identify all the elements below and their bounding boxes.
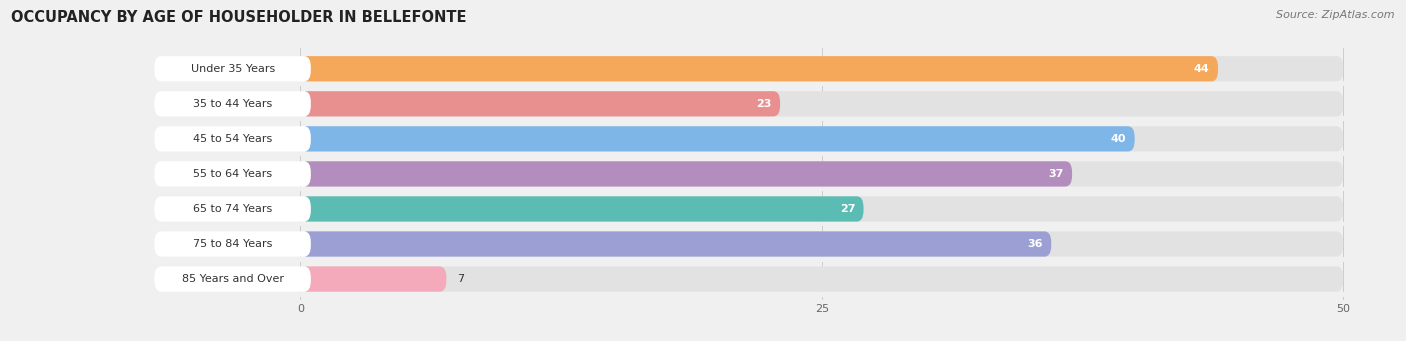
Text: Under 35 Years: Under 35 Years (190, 64, 274, 74)
Bar (134, 292, 1385, 297)
Text: Source: ZipAtlas.com: Source: ZipAtlas.com (1277, 10, 1395, 20)
Bar (134, 151, 1385, 157)
Text: 35 to 44 Years: 35 to 44 Years (193, 99, 273, 109)
Text: 45 to 54 Years: 45 to 54 Years (193, 134, 273, 144)
FancyBboxPatch shape (301, 232, 1052, 257)
Text: 7: 7 (457, 274, 464, 284)
Text: 27: 27 (839, 204, 855, 214)
FancyBboxPatch shape (301, 266, 1343, 292)
Text: 37: 37 (1049, 169, 1064, 179)
Text: 55 to 64 Years: 55 to 64 Years (193, 169, 273, 179)
FancyBboxPatch shape (301, 196, 1343, 222)
FancyBboxPatch shape (155, 196, 311, 222)
Text: 40: 40 (1111, 134, 1126, 144)
Text: 65 to 74 Years: 65 to 74 Years (193, 204, 273, 214)
Bar (134, 187, 1385, 191)
FancyBboxPatch shape (155, 126, 311, 151)
FancyBboxPatch shape (301, 196, 863, 222)
Bar (134, 116, 1385, 121)
FancyBboxPatch shape (301, 56, 1343, 81)
FancyBboxPatch shape (301, 161, 1073, 187)
Bar (134, 81, 1385, 86)
FancyBboxPatch shape (301, 91, 780, 116)
FancyBboxPatch shape (301, 91, 1343, 116)
FancyBboxPatch shape (301, 161, 1343, 187)
FancyBboxPatch shape (301, 232, 1343, 257)
FancyBboxPatch shape (301, 126, 1135, 151)
FancyBboxPatch shape (155, 232, 311, 257)
FancyBboxPatch shape (155, 161, 311, 187)
Bar (134, 222, 1385, 226)
Text: 36: 36 (1028, 239, 1043, 249)
Bar (134, 257, 1385, 262)
FancyBboxPatch shape (301, 266, 447, 292)
FancyBboxPatch shape (301, 126, 1343, 151)
Text: 23: 23 (756, 99, 772, 109)
Text: 44: 44 (1194, 64, 1209, 74)
FancyBboxPatch shape (155, 91, 311, 116)
FancyBboxPatch shape (301, 56, 1218, 81)
Text: 85 Years and Over: 85 Years and Over (181, 274, 284, 284)
Text: 75 to 84 Years: 75 to 84 Years (193, 239, 273, 249)
Text: OCCUPANCY BY AGE OF HOUSEHOLDER IN BELLEFONTE: OCCUPANCY BY AGE OF HOUSEHOLDER IN BELLE… (11, 10, 467, 25)
FancyBboxPatch shape (155, 56, 311, 81)
FancyBboxPatch shape (155, 266, 311, 292)
